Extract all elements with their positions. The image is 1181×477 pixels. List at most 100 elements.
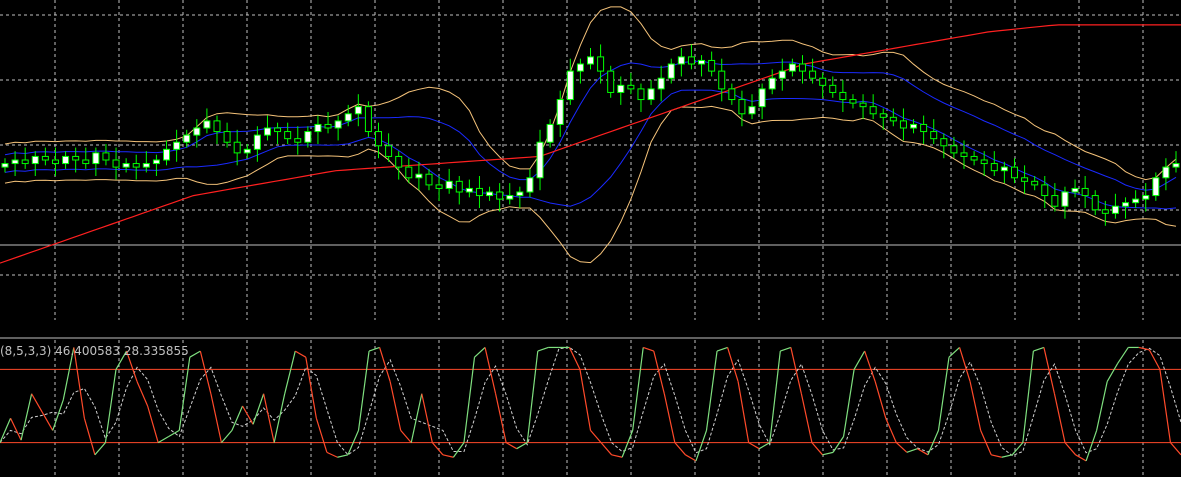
candle — [152, 154, 160, 176]
stochastic-main-segment — [115, 350, 128, 370]
candle — [213, 115, 221, 144]
candle — [899, 108, 907, 141]
stochastic-main-segment — [643, 346, 654, 352]
candle-body — [556, 99, 564, 125]
candle-body — [990, 163, 998, 172]
candle — [566, 58, 574, 105]
candle — [243, 144, 251, 159]
candle — [677, 48, 685, 77]
candle — [274, 122, 282, 144]
stochastic-main-segment — [1148, 349, 1161, 370]
candle-body — [778, 70, 786, 79]
candle — [1122, 197, 1130, 219]
candle-body — [304, 131, 312, 143]
candle — [869, 94, 877, 120]
stochastic-main-segment — [590, 430, 602, 443]
candle-body — [869, 106, 877, 115]
stochastic-main-segment — [927, 430, 940, 456]
candle-body — [395, 155, 403, 168]
candle — [51, 147, 59, 176]
stochastic-main-segment — [379, 347, 391, 382]
candle-body — [1122, 202, 1130, 207]
candle — [1132, 190, 1140, 208]
candle — [627, 72, 635, 95]
candle — [475, 176, 483, 208]
candle-body — [405, 166, 413, 179]
candle — [587, 48, 594, 70]
stochastic-main-segment — [20, 393, 33, 441]
candle-body — [1061, 191, 1069, 207]
candle — [607, 65, 615, 98]
candle — [122, 158, 130, 173]
candle — [132, 154, 140, 180]
stochastic-main-segment — [294, 350, 307, 358]
stochastic-main-segment — [769, 351, 781, 443]
candle — [728, 83, 736, 105]
candle — [910, 119, 918, 134]
candle — [576, 58, 584, 84]
candle-body — [748, 106, 756, 115]
stochastic-main-segment — [41, 411, 54, 431]
candle-body — [587, 56, 594, 65]
candle — [980, 151, 988, 176]
stochastic-main-segment — [980, 430, 992, 456]
candle — [92, 147, 100, 176]
candle-body — [809, 70, 817, 79]
candle — [425, 168, 433, 191]
candle-body — [1000, 166, 1008, 172]
stochastic-main-segment — [674, 442, 686, 456]
candle-body — [1081, 187, 1089, 197]
stochastic-main-segment — [1043, 347, 1056, 394]
candle — [253, 126, 261, 162]
candle-body — [465, 187, 473, 193]
candle — [637, 83, 645, 112]
candle-body — [475, 187, 483, 197]
stochastic-main-segment — [389, 381, 402, 431]
candle — [667, 58, 675, 84]
candle — [798, 55, 806, 84]
stochastic-main-segment — [94, 442, 106, 456]
stochastic-main-segment — [73, 347, 85, 419]
stochastic-main-segment — [357, 351, 370, 431]
stochastic-main-segment — [83, 418, 96, 455]
candle — [859, 94, 867, 120]
stochastic-main-segment — [874, 381, 887, 419]
candle-body — [1021, 177, 1029, 182]
stochastic-main-segment — [611, 454, 623, 458]
price-grid — [0, 0, 1181, 320]
stochastic-main-segment — [495, 393, 507, 443]
stochastic-main-segment — [780, 346, 792, 352]
candle — [920, 115, 928, 144]
candle — [203, 108, 211, 134]
candle — [294, 126, 302, 155]
candle-body — [1041, 184, 1049, 197]
stochastic-main-segment — [1064, 442, 1077, 456]
candle — [62, 151, 70, 169]
candle-body — [698, 59, 706, 65]
stochastic-main-segment — [737, 381, 750, 443]
candle — [1091, 190, 1099, 216]
bollinger-outer-upper — [4, 6, 1177, 181]
candle — [768, 69, 776, 95]
candle-body — [173, 141, 181, 150]
stochastic-main-segment — [505, 442, 517, 450]
candle — [778, 58, 786, 91]
stochastic-main-segment — [242, 405, 254, 425]
candle — [11, 151, 19, 176]
candle-body — [576, 63, 584, 72]
stochastic-main-segment — [1022, 351, 1034, 443]
candle-body — [274, 127, 282, 133]
stochastic-main-segment — [695, 430, 708, 462]
candle — [738, 90, 746, 127]
moving-average — [0, 24, 1181, 264]
candle — [536, 129, 544, 191]
candle — [334, 115, 342, 141]
stochastic-main-segment — [347, 430, 360, 456]
candle — [970, 151, 978, 166]
stochastic-main-segment — [1159, 369, 1172, 443]
candle-body — [1071, 187, 1079, 193]
candle — [31, 151, 39, 176]
candle-body — [798, 63, 806, 72]
stochastic-main-segment — [1085, 430, 1098, 462]
candle — [1101, 200, 1109, 226]
